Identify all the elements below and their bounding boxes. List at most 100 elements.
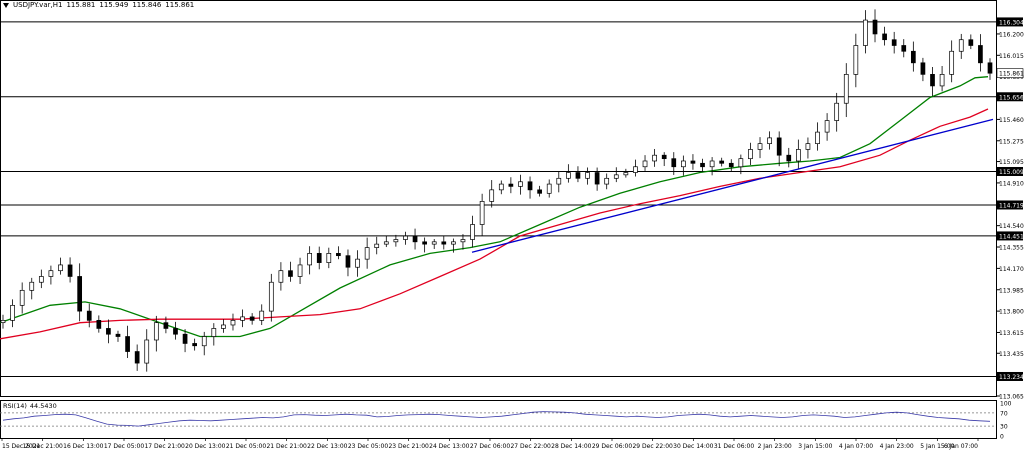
candle-bull <box>153 322 159 341</box>
candle-bull <box>431 241 437 245</box>
level-price-label-bg <box>997 371 1023 381</box>
y-tick-label: 116.200 <box>999 31 1024 38</box>
level-price-label-bg <box>997 17 1023 27</box>
candle-bear <box>882 33 887 41</box>
candle-bull <box>479 201 485 225</box>
current-price-label: 115.861 <box>999 71 1024 78</box>
y-tick-label: 113.234 <box>999 374 1024 381</box>
y-tick-label: 115.095 <box>999 159 1024 166</box>
candle-bear <box>910 50 916 64</box>
candle-bull <box>824 120 830 133</box>
candle-bull <box>355 258 360 268</box>
candle-bull <box>489 189 495 202</box>
candle-bear <box>336 253 341 257</box>
y-tick-label: 115.275 <box>999 138 1024 145</box>
y-tick-label: 115.460 <box>999 117 1024 124</box>
x-tick-label: 21 Dec 21:00 <box>266 443 307 450</box>
candle-bull <box>451 241 456 245</box>
x-tick-label: 21 Dec 05:00 <box>226 443 267 450</box>
x-tick-label: 16 Dec 13:00 <box>63 443 104 450</box>
candle-bear <box>134 351 140 364</box>
candle-bear <box>872 19 878 35</box>
y-tick-label: 113.435 <box>999 351 1024 358</box>
rsi-tick-label: 100 <box>1000 401 1012 408</box>
candle-bull <box>230 320 236 326</box>
candle-bull <box>221 324 226 329</box>
candle-bull <box>374 243 380 248</box>
candle-bull <box>949 50 955 75</box>
candle-bear <box>86 310 92 321</box>
x-tick-label: 31 Dec 06:00 <box>714 443 755 450</box>
y-tick-label: 114.910 <box>999 180 1024 187</box>
candle-bull <box>709 160 715 168</box>
high-value: 115.949 <box>99 1 129 9</box>
candle-bear <box>527 181 533 191</box>
symbol-label: USDJPY.var,H1 <box>13 1 63 9</box>
candle-bull <box>795 149 801 162</box>
x-tick-label: 30 Dec 14:00 <box>673 443 714 450</box>
candle-bear <box>345 255 351 268</box>
candle-bear <box>930 74 935 87</box>
candle-bear <box>700 162 705 168</box>
chevron-down-icon[interactable] <box>3 2 9 8</box>
candle-bear <box>968 39 974 46</box>
candle-bull <box>805 143 811 150</box>
candle-bull <box>613 174 619 179</box>
candle-bull <box>652 154 657 162</box>
level-price-label-bg <box>997 200 1023 210</box>
candle-bear <box>776 137 782 156</box>
candle-bull <box>211 328 217 337</box>
y-tick-label: 113.065 <box>999 394 1024 401</box>
candle-bull <box>843 74 849 104</box>
candle-bear <box>125 336 130 352</box>
y-tick-label: 114.451 <box>999 233 1024 240</box>
candle-bull <box>815 131 820 145</box>
candle-bull <box>518 181 523 187</box>
rsi-header: RSI(14) 44.5430 <box>3 402 60 411</box>
x-tick-label: 23 Dec 05:00 <box>348 443 389 450</box>
low-value: 115.846 <box>132 1 162 9</box>
candle-bear <box>891 39 897 46</box>
candle-bear <box>173 328 178 335</box>
candle-bull <box>297 264 303 277</box>
x-tick-label: 2 Jan 23:00 <box>758 443 792 450</box>
candle-bull <box>383 241 389 245</box>
candle-bull <box>29 281 35 291</box>
candle-bear <box>719 160 725 164</box>
candle-bull <box>498 183 504 191</box>
x-tick-label: 17 Dec 05:00 <box>104 443 145 450</box>
candle-bear <box>594 172 600 185</box>
candle-bear <box>288 270 293 277</box>
candle-bear <box>316 253 322 263</box>
candle-bull <box>460 239 466 243</box>
candle-bear <box>978 45 983 64</box>
candle-bear <box>192 343 198 347</box>
y-tick-label: 114.719 <box>999 202 1024 209</box>
candle-bear <box>412 235 418 243</box>
trendline <box>471 118 994 253</box>
candle-bear <box>987 62 993 74</box>
rsi-tick-label: 70 <box>1000 410 1008 417</box>
level-price-label-bg <box>997 231 1023 241</box>
level-price-label-bg <box>997 92 1023 102</box>
rsi-label: RSI(14) <box>3 402 27 410</box>
candle-bear <box>96 320 102 329</box>
current-price-label-bg <box>996 68 1024 78</box>
candle-bear <box>67 264 73 277</box>
x-tick-label: 29 Dec 06:00 <box>592 443 633 450</box>
y-tick-label: 114.170 <box>999 266 1024 273</box>
y-tick-label: 115.656 <box>999 94 1024 101</box>
chart-header: USDJPY.var,H1 115.881 115.949 115.846 115.86… <box>3 0 198 10</box>
candle-bull <box>144 339 150 364</box>
candle-bull <box>623 172 629 176</box>
x-tick-label: 15 Dec 21:00 <box>22 443 63 450</box>
x-tick-label: 6 Jan 07:00 <box>944 443 978 450</box>
y-tick-label: 113.615 <box>999 330 1024 337</box>
candle-bull <box>939 74 945 87</box>
y-tick-label: 113.800 <box>999 309 1024 316</box>
x-tick-label: 23 Dec 21:00 <box>388 443 429 450</box>
x-tick-label: 20 Dec 13:00 <box>185 443 226 450</box>
candle-bear <box>661 154 667 160</box>
candle-bull <box>259 310 265 321</box>
